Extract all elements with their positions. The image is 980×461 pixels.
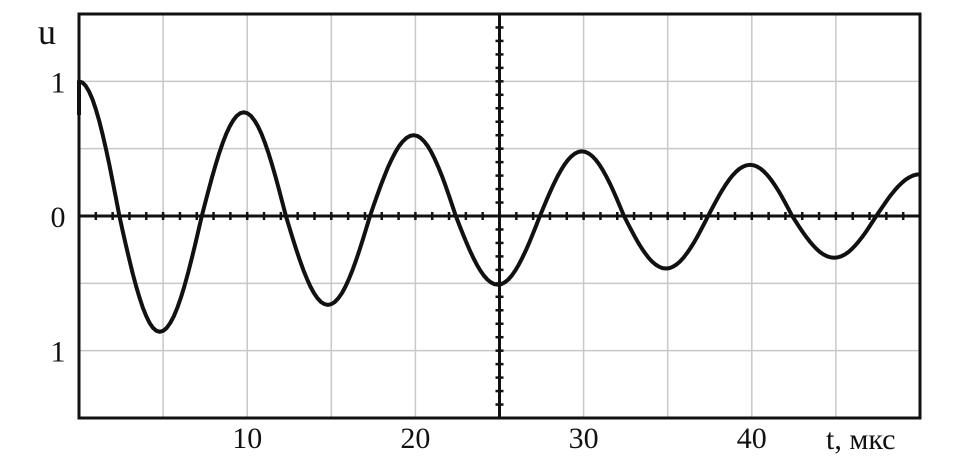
plot-frame [77, 12, 922, 420]
x-tick-label: 40 [737, 422, 767, 455]
series-line [77, 79, 921, 334]
y-axis-label: u [38, 12, 56, 52]
y-tick-label: 1 [51, 66, 66, 99]
x-axis-label: t, мкс [826, 423, 895, 456]
x-tick-label: 20 [400, 422, 430, 455]
y-tick-label: 0 [51, 201, 66, 234]
x-tick-label: 10 [232, 422, 262, 455]
y-tick-label: 1 [51, 336, 66, 369]
x-tick-label: 30 [569, 422, 599, 455]
